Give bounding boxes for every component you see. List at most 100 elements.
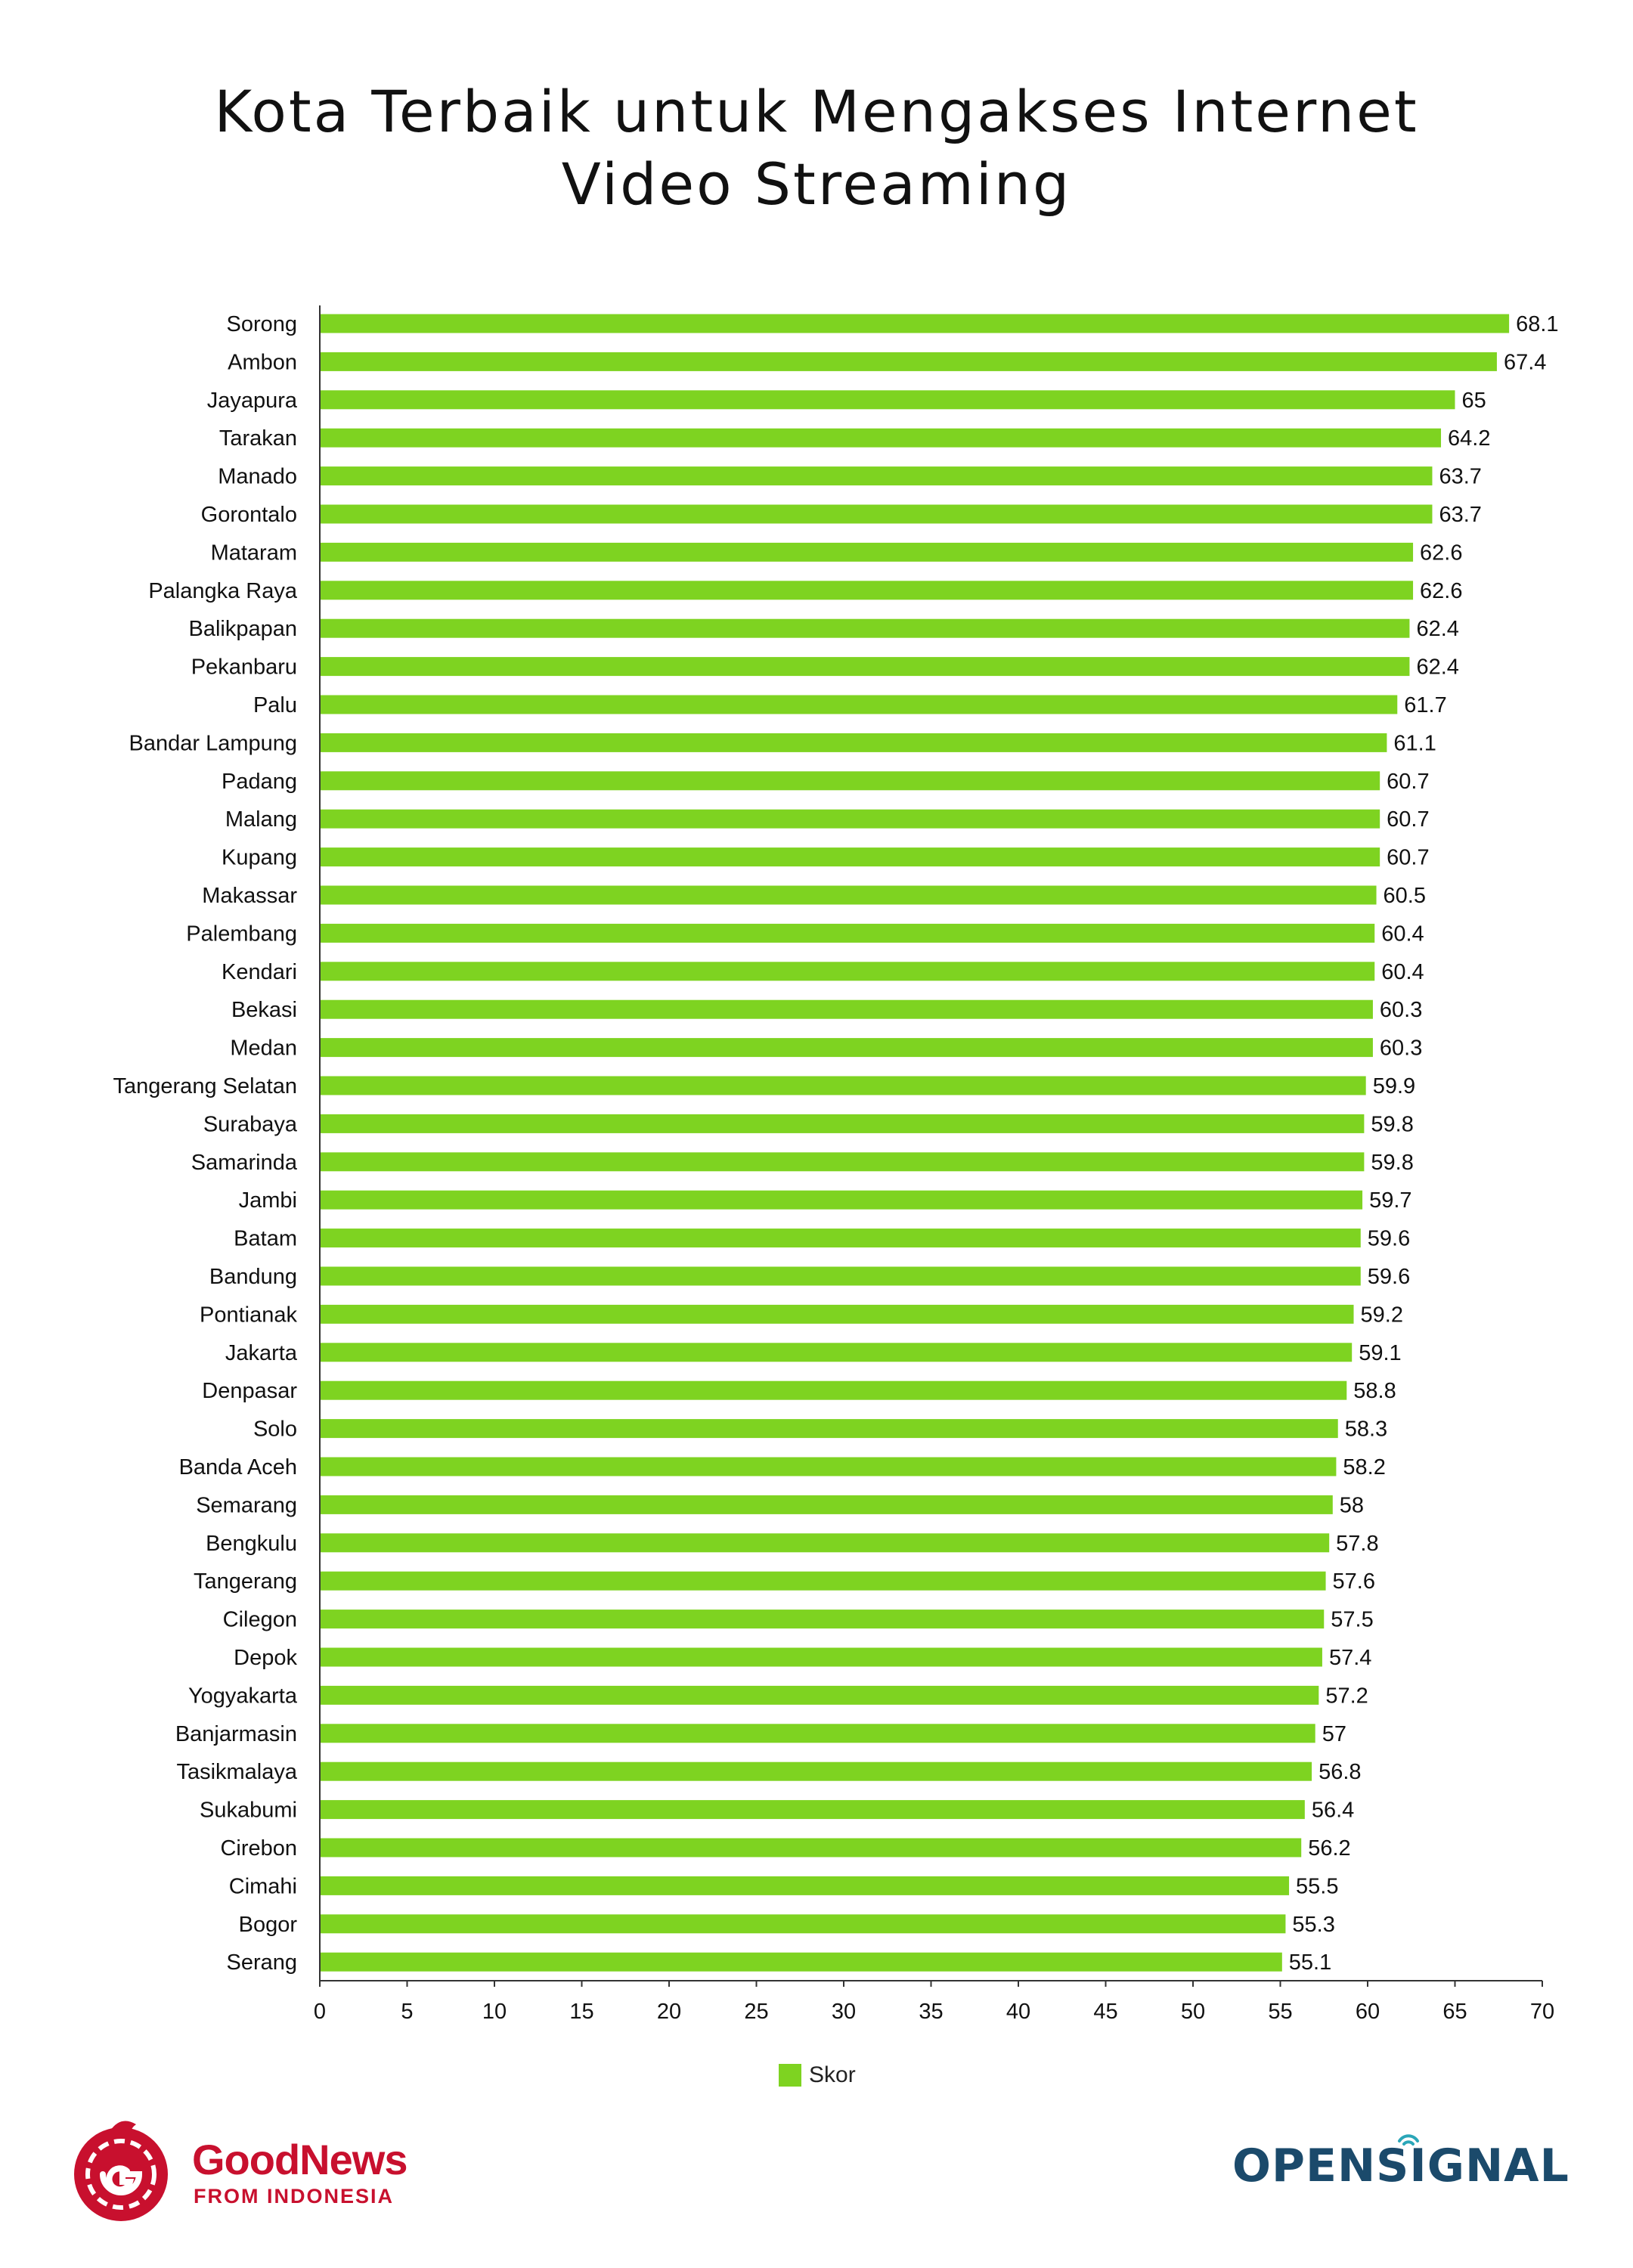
value-label: 68.1 [1516,312,1558,336]
bar [320,1343,1353,1362]
opensignal-name: OPENSIGNAL [1232,2139,1569,2192]
bar [320,1038,1373,1058]
category-label: Tangerang [194,1569,297,1594]
bar [320,1419,1338,1439]
value-label: 64.2 [1448,426,1490,451]
value-label: 57.2 [1325,1684,1368,1708]
category-label: Cirebon [220,1836,297,1861]
category-label: Cimahi [229,1874,297,1898]
bar [320,1571,1326,1591]
goodnews-name: GoodNews [192,2136,407,2183]
category-label: Cilegon [223,1608,297,1632]
category-label: Medan [230,1036,297,1061]
value-label: 59.1 [1359,1341,1401,1365]
value-label: 56.8 [1318,1760,1361,1784]
bar [320,1304,1354,1324]
value-label: 55.3 [1292,1913,1334,1937]
x-tick-label: 50 [1181,2000,1205,2024]
bar [320,504,1433,524]
x-tick-label: 0 [314,2000,326,2024]
value-label: 59.6 [1368,1265,1410,1289]
category-label: Sorong [226,312,297,336]
value-label: 57.4 [1329,1646,1371,1670]
x-tick-label: 35 [919,2000,943,2024]
value-label: 65 [1462,389,1486,413]
bar [320,657,1410,677]
value-label: 59.9 [1373,1074,1415,1098]
bar [320,1610,1325,1629]
value-label: 61.1 [1393,731,1436,755]
goodnews-subtitle: FROM INDONESIA [194,2185,395,2208]
goodnews-emblem-icon [74,2121,168,2221]
x-tick-label: 5 [401,2000,413,2024]
category-label: Tarakan [219,426,297,451]
value-label: 60.3 [1380,998,1422,1022]
category-label: Mataram [211,541,297,565]
category-label: Pekanbaru [191,655,297,680]
value-label: 55.1 [1289,1950,1331,1975]
category-label: Jayapura [207,389,298,413]
bar [320,847,1380,867]
bar [320,1533,1330,1553]
value-label: 57.8 [1336,1532,1378,1556]
bar [320,1076,1366,1095]
bar [320,1457,1337,1476]
value-label: 58.3 [1345,1418,1387,1442]
bar [320,962,1375,981]
x-tick-label: 15 [569,2000,593,2024]
value-label: 57 [1322,1722,1346,1746]
category-label: Samarinda [191,1151,298,1175]
bar [320,1647,1322,1667]
value-label: 60.4 [1381,960,1424,984]
bar [320,1724,1315,1743]
value-label: 63.7 [1439,465,1481,489]
category-label: Bekasi [231,998,297,1022]
legend: Skor [779,2062,856,2088]
x-tick-label: 60 [1356,2000,1380,2024]
chart-title: Kota Terbaik untuk Mengakses Internet Vi… [0,76,1633,221]
category-label: Surabaya [203,1112,298,1136]
value-label: 55.5 [1296,1874,1338,1898]
x-tick-label: 25 [744,2000,768,2024]
bar [320,809,1380,829]
category-label: Semarang [196,1493,297,1517]
bar [320,618,1410,638]
bar [320,1761,1312,1781]
category-label: Serang [226,1950,297,1975]
bar [320,428,1442,448]
category-label: Palembang [186,922,297,946]
bar [320,1685,1319,1705]
bar-chart: Sorong 68.1 Ambon 67.4 Jayapura 65 Tarakan 64.2… [113,305,1559,2024]
value-label: 56.2 [1308,1836,1350,1861]
bar [320,1152,1365,1172]
bar [320,999,1373,1019]
signal-waves-icon [1398,2134,1419,2146]
category-label: Balikpapan [189,617,298,641]
category-label: Bengkulu [206,1532,297,1556]
value-label: 62.4 [1416,617,1458,641]
bar [320,1876,1290,1895]
category-label: Tangerang Selatan [113,1074,297,1098]
value-label: 56.4 [1312,1799,1354,1823]
chart-title-line-2: Video Streaming [561,150,1072,218]
bar [320,314,1510,333]
category-label: Jambi [239,1188,297,1213]
value-label: 59.2 [1361,1303,1403,1327]
bar [320,1800,1305,1820]
x-tick-label: 45 [1093,2000,1117,2024]
bar [320,1838,1302,1857]
category-label: Yogyakarta [188,1684,298,1708]
category-label: Sukabumi [200,1799,297,1823]
category-label: Pontianak [200,1303,297,1327]
category-label: Palangka Raya [148,579,298,603]
category-label: Bandar Lampung [129,731,298,755]
category-label: Palu [253,693,297,717]
bar [320,1190,1363,1210]
axis-layer: 0 5 10 15 20 25 30 35 40 45 50 55 60 65 70 [314,305,1554,2024]
bar [320,885,1377,905]
category-label: Bandung [209,1265,297,1289]
bar [320,466,1433,486]
value-label: 63.7 [1439,503,1481,527]
value-label: 62.6 [1420,579,1462,603]
category-label: Jakarta [225,1341,298,1365]
